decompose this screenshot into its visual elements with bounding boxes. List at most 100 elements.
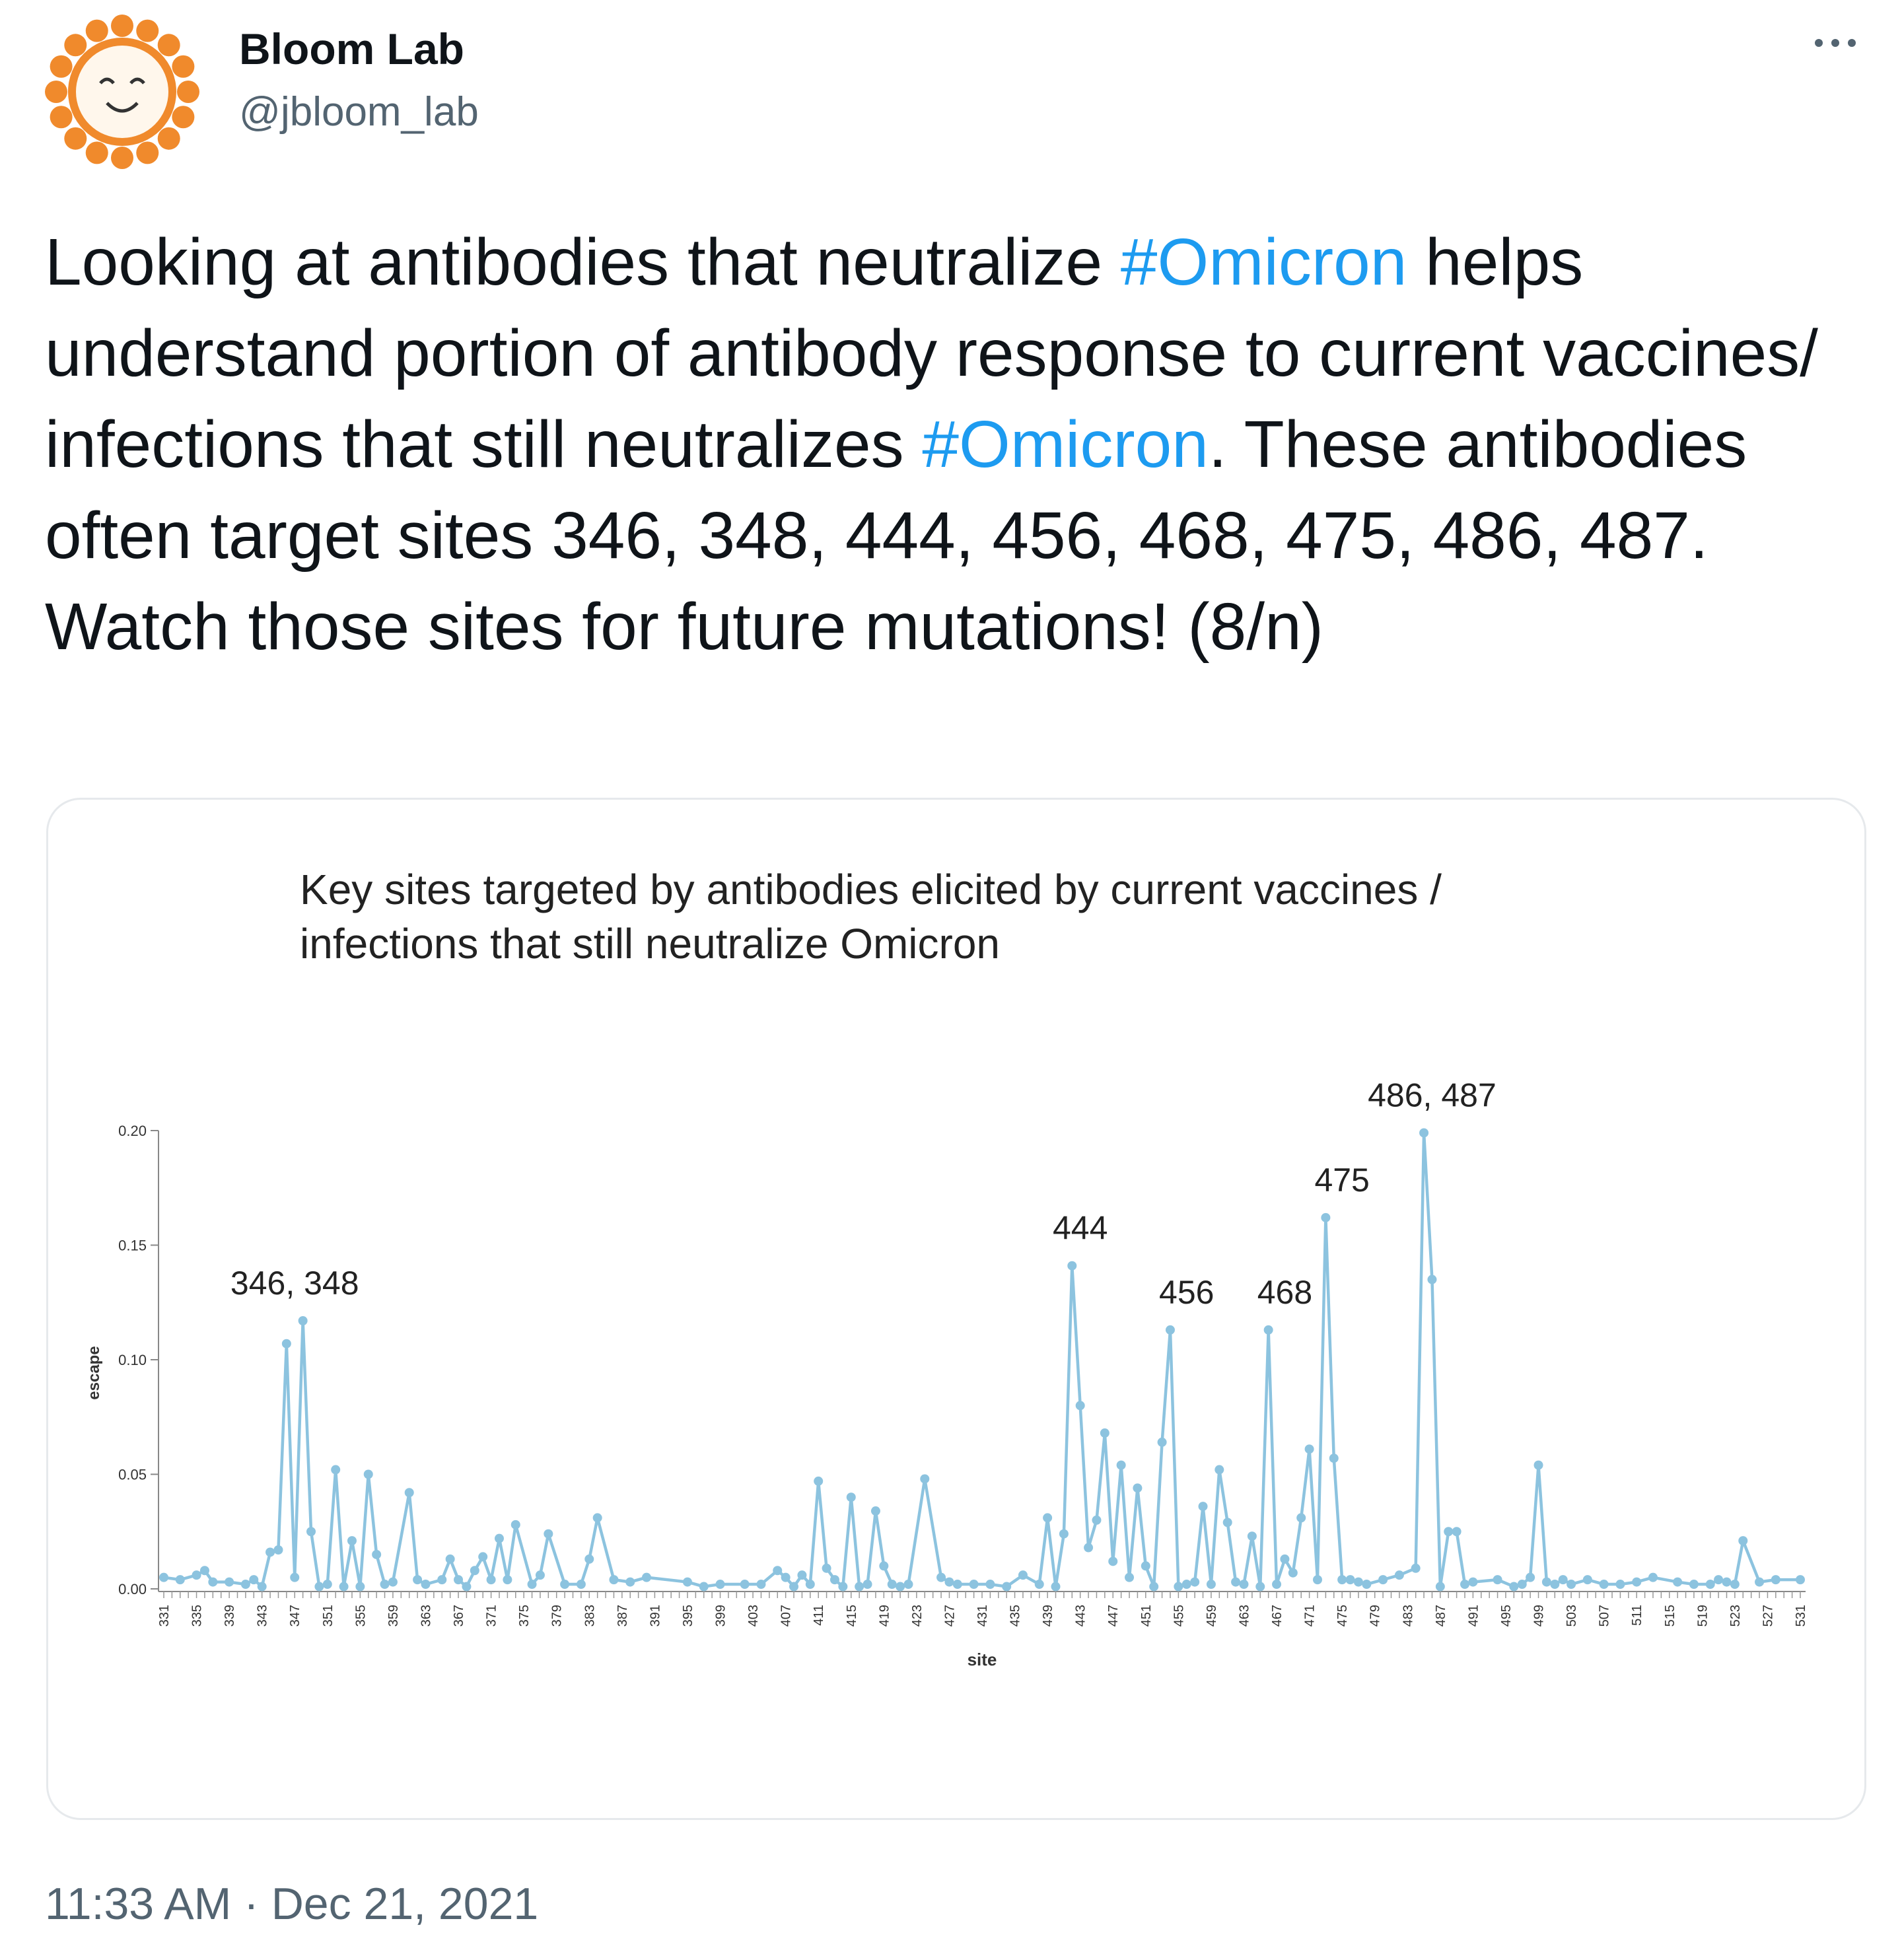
data-point	[797, 1570, 807, 1580]
peak-annotation: 475	[1314, 1162, 1369, 1199]
data-point	[1615, 1580, 1625, 1590]
hashtag-link[interactable]: #Omicron	[922, 407, 1209, 481]
x-tick-label: 511	[1630, 1605, 1644, 1626]
author-handle[interactable]: @jbloom_lab	[239, 89, 479, 135]
data-point	[1222, 1518, 1232, 1527]
data-point	[1018, 1570, 1028, 1580]
data-point	[805, 1580, 815, 1590]
data-point	[789, 1582, 799, 1592]
data-point	[756, 1580, 766, 1590]
data-point	[855, 1582, 864, 1592]
data-point	[1059, 1529, 1069, 1539]
x-tick-label: 343	[256, 1605, 270, 1627]
x-tick-label: 347	[288, 1605, 302, 1627]
avatar[interactable]	[40, 9, 205, 174]
data-point	[625, 1577, 635, 1587]
data-point	[1125, 1572, 1135, 1582]
data-point	[879, 1561, 889, 1571]
hashtag-link[interactable]: #Omicron	[1120, 225, 1407, 299]
data-point	[1796, 1575, 1805, 1585]
data-point	[1411, 1563, 1421, 1573]
x-tick-label: 339	[223, 1605, 237, 1627]
data-point	[1263, 1325, 1273, 1335]
x-tick-label: 531	[1794, 1605, 1808, 1627]
data-point	[1533, 1460, 1543, 1470]
data-point	[1215, 1465, 1224, 1475]
data-point	[1550, 1580, 1560, 1590]
x-tick-label: 499	[1532, 1605, 1547, 1627]
data-point	[1084, 1543, 1094, 1553]
data-point	[936, 1572, 946, 1582]
y-tick-label: 0.20	[118, 1123, 147, 1139]
x-tick-label: 415	[845, 1605, 859, 1627]
data-point	[1133, 1483, 1143, 1493]
data-point	[503, 1575, 512, 1585]
data-point	[1452, 1527, 1462, 1537]
data-point	[1345, 1575, 1355, 1585]
data-point	[985, 1580, 995, 1590]
data-point	[1329, 1453, 1339, 1463]
x-tick-label: 459	[1205, 1605, 1219, 1627]
data-point	[1509, 1582, 1519, 1592]
y-tick-label: 0.05	[118, 1467, 147, 1483]
data-point	[249, 1575, 259, 1585]
data-point	[159, 1572, 168, 1582]
data-point	[1108, 1557, 1118, 1566]
data-point	[822, 1563, 831, 1573]
x-tick-label: 503	[1565, 1605, 1579, 1627]
data-point	[1051, 1582, 1061, 1592]
tweet-segment: Looking at antibodies that neutralize	[45, 225, 1121, 299]
data-point	[1075, 1401, 1085, 1411]
data-point	[380, 1580, 390, 1590]
data-point	[1198, 1502, 1208, 1512]
data-point	[339, 1582, 349, 1592]
data-point	[445, 1554, 455, 1564]
x-tick-label: 375	[517, 1605, 532, 1627]
more-horizontal-icon	[1815, 39, 1856, 47]
data-point	[298, 1316, 308, 1326]
data-point	[773, 1566, 783, 1576]
more-options-button[interactable]	[1806, 26, 1865, 59]
data-point	[592, 1513, 602, 1523]
data-point	[1174, 1582, 1183, 1592]
data-point	[609, 1575, 619, 1585]
data-point	[920, 1474, 930, 1484]
data-point	[1558, 1575, 1568, 1585]
x-tick-label: 359	[386, 1605, 401, 1627]
tweet-timestamp[interactable]: 11:33 AM · Dec 21, 2021	[45, 1879, 539, 1929]
x-tick-label: 423	[910, 1605, 925, 1627]
data-point	[273, 1545, 283, 1555]
data-point	[322, 1580, 332, 1590]
data-point	[1689, 1580, 1699, 1590]
x-tick-label: 471	[1303, 1605, 1318, 1627]
data-point	[1157, 1437, 1167, 1447]
x-tick-label: 395	[681, 1605, 695, 1627]
x-tick-label: 387	[616, 1605, 630, 1627]
data-point	[1239, 1580, 1249, 1590]
data-point	[846, 1492, 856, 1502]
data-point	[1165, 1325, 1175, 1335]
peak-annotation: 486, 487	[1368, 1076, 1497, 1113]
data-point	[829, 1575, 839, 1585]
data-point	[1067, 1261, 1077, 1271]
media-card[interactable]	[46, 798, 1866, 1820]
data-point	[1567, 1580, 1576, 1590]
peak-annotation: 346, 348	[230, 1265, 359, 1302]
x-tick-label: 431	[975, 1605, 990, 1627]
data-point	[1493, 1575, 1502, 1585]
data-point	[576, 1580, 586, 1590]
data-point	[1321, 1212, 1331, 1222]
y-axis-label: escape	[85, 1346, 103, 1399]
data-point	[1206, 1580, 1216, 1590]
data-point	[896, 1582, 905, 1592]
author-name[interactable]: Bloom Lab	[239, 24, 464, 73]
data-point	[355, 1582, 365, 1592]
x-tick-label: 447	[1106, 1605, 1121, 1627]
data-point	[199, 1566, 209, 1576]
data-point	[870, 1506, 880, 1516]
data-point	[314, 1582, 324, 1592]
data-point	[642, 1572, 652, 1582]
data-point	[887, 1580, 897, 1590]
x-tick-label: 435	[1008, 1605, 1023, 1627]
data-point	[1190, 1577, 1200, 1587]
